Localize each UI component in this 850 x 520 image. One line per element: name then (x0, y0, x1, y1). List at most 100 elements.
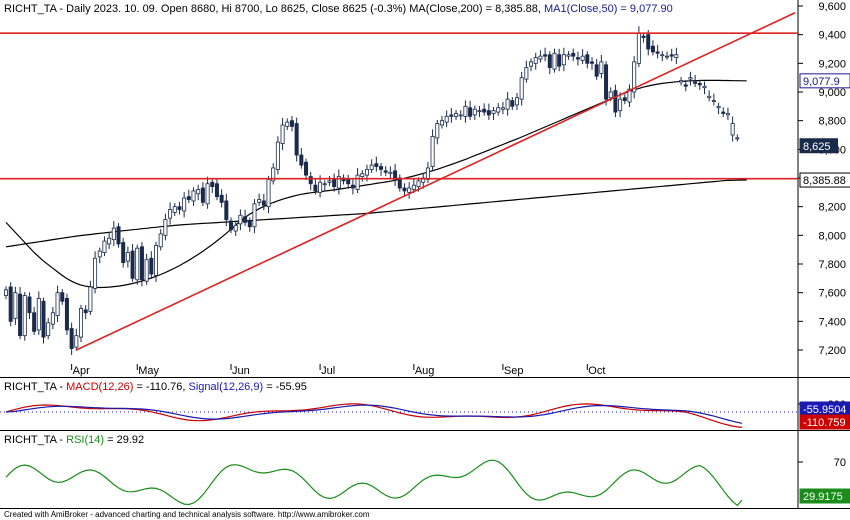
candle (196, 184, 201, 201)
candle-body (697, 83, 702, 86)
candle (163, 213, 168, 241)
candle (627, 84, 632, 108)
value-tag-label: 29.9175 (803, 491, 843, 503)
candle-body (439, 120, 444, 126)
candle-body (332, 179, 337, 188)
trendline-rising (75, 12, 796, 351)
candle (669, 48, 674, 62)
candle (168, 202, 173, 225)
candle-body (252, 203, 257, 228)
candle-body (449, 114, 454, 117)
candle (149, 251, 154, 280)
candle-body (477, 110, 482, 113)
value-tag-label: -110.759 (803, 417, 846, 429)
candle-body (107, 237, 112, 245)
candle-body (711, 100, 716, 102)
candle-body (524, 67, 529, 80)
candle (632, 56, 637, 99)
candle (360, 170, 365, 182)
candle (36, 291, 41, 335)
candle-body (121, 242, 126, 263)
candle (683, 80, 688, 92)
title-segment: = 29.92 (104, 434, 144, 446)
candle (500, 101, 505, 115)
candle (182, 192, 187, 218)
candle-body (514, 97, 519, 106)
candle (716, 102, 721, 115)
candle-body (407, 187, 412, 193)
candle (350, 179, 355, 195)
candle-body (83, 309, 88, 314)
value-tag-box (799, 172, 850, 188)
candle-body (308, 176, 313, 185)
candle-body (149, 257, 154, 275)
candle (407, 182, 412, 199)
candle (210, 178, 215, 194)
candle (214, 179, 219, 201)
candle (64, 293, 69, 335)
candle (650, 40, 655, 56)
candle (454, 109, 459, 120)
candle-body (454, 113, 459, 117)
candle (524, 60, 529, 83)
candle-body (444, 115, 449, 123)
candle-body (510, 100, 515, 107)
x-tick-label: Sep (504, 365, 524, 377)
candle-body (702, 85, 707, 89)
y-tick-label: 7,600 (818, 288, 846, 300)
candle (646, 29, 651, 56)
candle-body (618, 98, 623, 112)
candle (41, 297, 46, 344)
y-tick-label: 9,000 (818, 87, 846, 99)
candle-body (599, 61, 604, 74)
candle (641, 32, 646, 43)
candle (4, 286, 9, 300)
candle (135, 244, 140, 285)
trendlines (0, 12, 798, 351)
candle-body (168, 209, 173, 219)
candle-body (482, 108, 487, 113)
candle (482, 103, 487, 116)
candle-body (200, 187, 205, 203)
candle (322, 180, 327, 191)
candle (252, 199, 257, 234)
candle-body (60, 292, 65, 302)
rsi-panel: 70 29.9175 RICHT_TA - RSI(14) = 29.92 (0, 430, 850, 509)
candle (580, 49, 585, 65)
candle (552, 48, 557, 73)
candle (369, 159, 374, 173)
candle (664, 51, 669, 60)
candle-body (322, 183, 327, 186)
macd-lines (0, 403, 798, 428)
candle (121, 237, 126, 268)
candle (111, 221, 116, 247)
candle (191, 187, 196, 206)
candle-body (79, 308, 84, 338)
candle-body (64, 297, 69, 331)
candle-body (46, 322, 51, 337)
candle (571, 48, 576, 62)
candle (97, 247, 102, 264)
candle-body (379, 166, 384, 170)
candle-body (622, 97, 627, 101)
candle (102, 236, 107, 257)
x-tick-label: Jul (321, 365, 335, 377)
candle-body (13, 292, 18, 319)
candle-body (289, 120, 294, 127)
candle (261, 193, 266, 211)
candle (674, 47, 679, 65)
candle-body (683, 84, 688, 87)
candle-body (304, 161, 309, 176)
candle-body (468, 107, 473, 117)
candle-body (196, 189, 201, 195)
candle (294, 117, 299, 162)
candle-body (430, 136, 435, 167)
candle (379, 162, 384, 176)
candle-body (458, 114, 463, 117)
candle (13, 286, 18, 325)
candle-body (660, 54, 665, 57)
candle (543, 47, 548, 62)
candle-body (730, 123, 735, 136)
candle (383, 166, 388, 176)
candle (444, 110, 449, 128)
